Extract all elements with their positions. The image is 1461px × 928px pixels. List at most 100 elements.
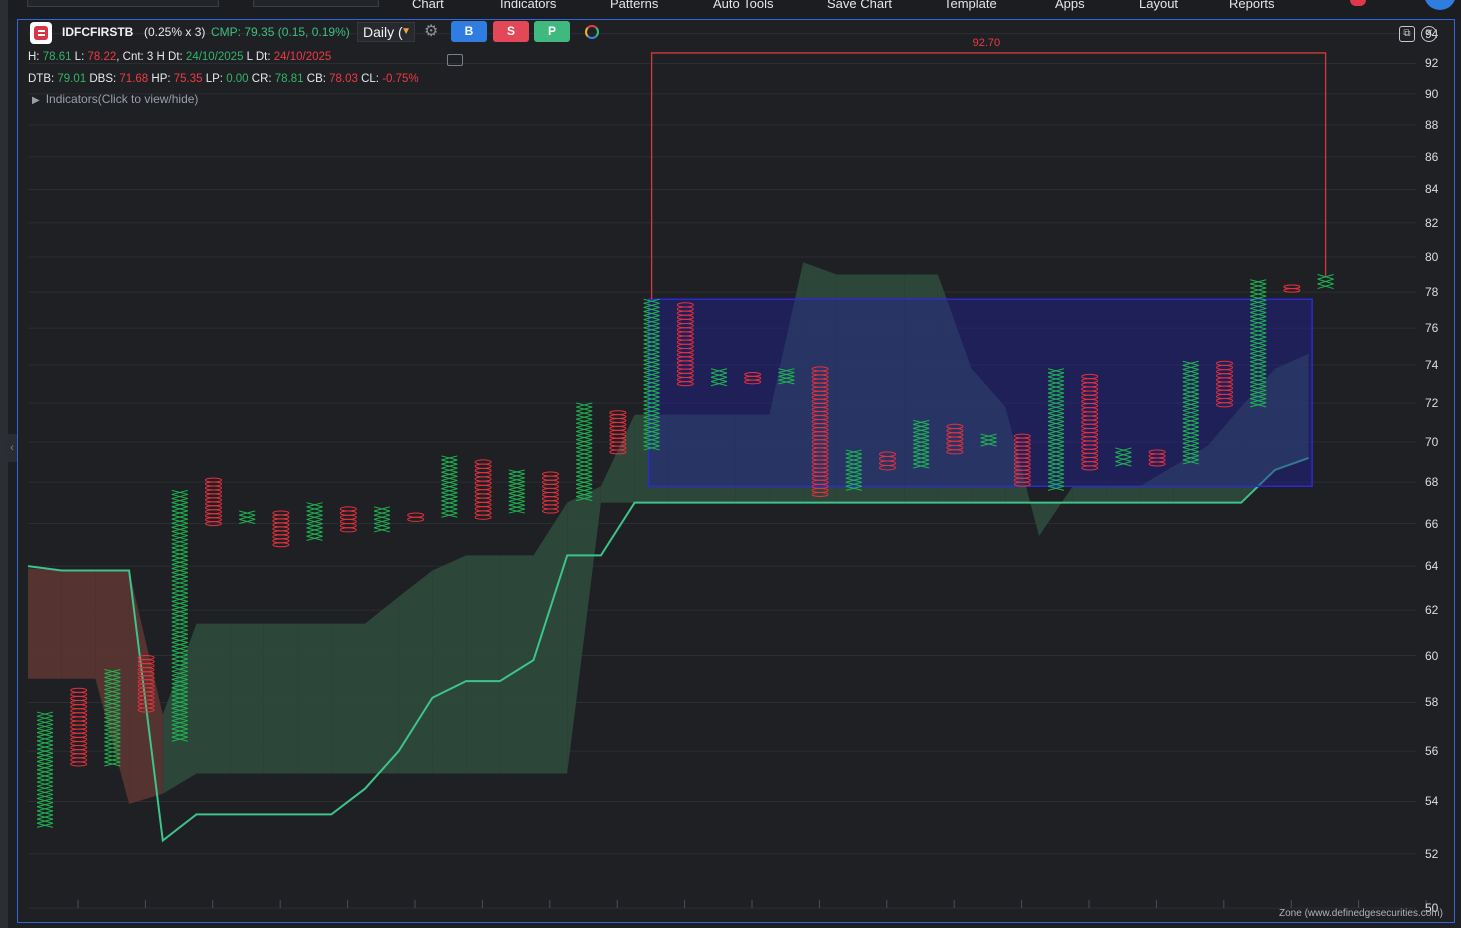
o-column-35	[1216, 360, 1233, 408]
x-mark	[643, 400, 660, 406]
x-mark	[1250, 324, 1267, 330]
x-mark	[1047, 420, 1065, 426]
notification-badge[interactable]	[1350, 0, 1366, 6]
x-mark	[1182, 369, 1199, 375]
x-mark	[104, 733, 121, 739]
o-mark	[609, 429, 627, 435]
o-mark	[205, 513, 222, 519]
x-mark	[171, 707, 188, 713]
x-mark	[1182, 418, 1199, 424]
x-mark	[36, 789, 54, 795]
x-column-2	[104, 668, 121, 767]
x-mark	[1047, 404, 1065, 410]
x-mark	[643, 384, 660, 390]
y-tick-label: 78	[1425, 285, 1439, 300]
x-mark	[171, 699, 188, 705]
o-mark	[542, 500, 559, 506]
x-mark	[1047, 396, 1065, 402]
x-mark	[306, 535, 323, 541]
x-mark	[171, 637, 188, 644]
menu-patterns[interactable]: Patterns	[610, 0, 659, 11]
cloud-segment	[365, 596, 399, 774]
x-mark	[171, 716, 188, 722]
close-chart-icon[interactable]: ✕	[1421, 26, 1437, 42]
o-mark	[811, 491, 829, 497]
menu-auto-tools[interactable]: Auto Tools	[713, 0, 774, 11]
o-mark	[609, 425, 627, 431]
x-mark	[576, 491, 593, 498]
comment-icon[interactable]	[447, 54, 463, 66]
symbol-name[interactable]: IDFCFIRSTB	[62, 25, 134, 39]
o-mark	[137, 707, 155, 713]
x-mark	[36, 781, 54, 787]
x-mark	[171, 654, 188, 660]
collapse-sidebar-icon[interactable]: ‹	[6, 434, 18, 462]
x-mark	[441, 463, 458, 469]
x-mark	[171, 658, 188, 664]
x-mark	[36, 822, 54, 828]
position-button[interactable]: P	[534, 21, 570, 42]
avatar[interactable]	[1424, 0, 1456, 10]
buy-button[interactable]: B	[451, 21, 487, 42]
x-mark	[845, 453, 862, 459]
cloud-segment	[1005, 406, 1039, 537]
x-mark	[980, 441, 997, 447]
exchange-selector[interactable]	[253, 0, 379, 7]
x-mark	[1317, 273, 1334, 280]
info2-seg-5: 75.35	[173, 73, 203, 85]
search-box[interactable]	[27, 0, 219, 7]
y-tick-label: 74	[1425, 358, 1439, 373]
x-mark	[1182, 397, 1199, 403]
x-mark	[1047, 445, 1065, 451]
x-mark	[1182, 385, 1199, 391]
x-mark	[36, 761, 54, 767]
o-mark	[272, 526, 290, 532]
info1-seg-6: L Dt:	[243, 51, 274, 63]
indicators-toggle[interactable]: ▶ Indicators(Click to view/hide)	[32, 92, 198, 106]
x-mark	[1047, 481, 1065, 487]
x-mark	[171, 567, 188, 574]
o-mark	[1283, 288, 1301, 293]
x-mark	[104, 685, 121, 691]
gear-icon[interactable]: ⚙	[424, 23, 439, 40]
x-mark	[913, 431, 930, 437]
menu-chart[interactable]: Chart	[412, 0, 444, 11]
x-mark	[171, 498, 188, 504]
timeframe-select[interactable]: Daily (▼	[357, 22, 415, 42]
menu-apps[interactable]: Apps	[1055, 0, 1085, 11]
restore-window-icon[interactable]: ⧉	[1399, 26, 1415, 42]
color-wheel-icon[interactable]	[585, 25, 599, 39]
x-mark	[643, 388, 660, 394]
x-mark	[36, 744, 54, 750]
info2-seg-4: HP:	[148, 73, 174, 85]
menu-layout[interactable]: Layout	[1139, 0, 1179, 11]
x-mark	[171, 596, 188, 602]
x-mark	[306, 506, 323, 512]
menu-template[interactable]: Template	[944, 0, 997, 11]
x-mark	[1250, 299, 1267, 305]
menu-indicators[interactable]: Indicators	[500, 0, 557, 11]
o-mark	[205, 493, 222, 499]
info1-seg-0: H:	[28, 51, 43, 63]
x-mark	[980, 437, 997, 443]
x-mark	[1047, 372, 1065, 378]
x-mark	[508, 477, 525, 483]
x-mark	[845, 465, 862, 471]
x-mark	[710, 372, 728, 378]
menu-reports[interactable]: Reports	[1229, 0, 1275, 11]
o-column-23	[811, 366, 829, 497]
sell-button[interactable]: S	[493, 21, 529, 42]
o-mark	[609, 410, 627, 416]
x-column-12	[441, 455, 458, 518]
x-mark	[441, 500, 458, 506]
x-mark	[1182, 451, 1199, 457]
x-mark	[576, 414, 593, 420]
cloud-segment	[297, 623, 332, 774]
x-mark	[913, 435, 930, 441]
x-mark	[171, 572, 188, 578]
x-mark	[1047, 400, 1065, 406]
x-mark	[171, 625, 188, 631]
menu-save-chart[interactable]: Save Chart	[827, 0, 893, 11]
o-mark	[609, 433, 627, 439]
